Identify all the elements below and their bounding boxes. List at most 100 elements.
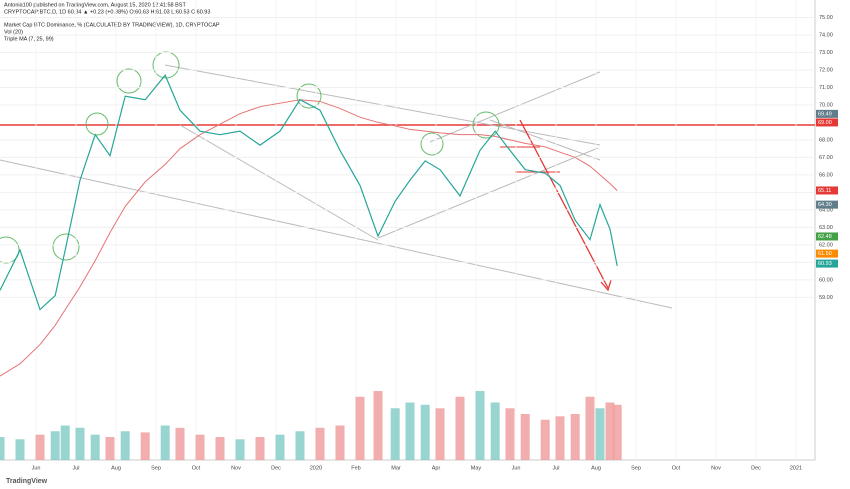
volume-bar: [335, 425, 345, 460]
x-tick-label: Nov: [231, 465, 241, 471]
trendline: [0, 159, 673, 309]
volume-bar: [215, 437, 225, 460]
price-tag: [816, 109, 838, 118]
price-tag-label: 62.48: [818, 234, 832, 240]
y-tick-label: 64.00: [819, 207, 833, 213]
volume-bar: [275, 434, 285, 460]
volume-bar: [105, 437, 115, 460]
volume-bar: [612, 404, 622, 460]
volume-bar: [35, 434, 45, 460]
volume-bar: [235, 439, 245, 460]
volume-bar: [160, 425, 170, 460]
price-tag-label: 69.00: [818, 120, 832, 126]
y-tick-label: 66.00: [819, 172, 833, 178]
price-line: [0, 74, 618, 311]
volume-bar: [355, 396, 365, 460]
x-tick-label: Sep: [151, 465, 161, 471]
x-tick-label: Jul: [552, 465, 559, 471]
x-tick-label: May: [471, 465, 482, 471]
header-line: CRYPTOCAP:BTC.D, 1D 60.84 ▲ +0.23 (+0.38…: [4, 9, 210, 15]
header-line: Vol (20): [4, 29, 23, 35]
volume-bar: [195, 434, 205, 460]
x-tick-label: Jun: [32, 465, 41, 471]
volume-bar: [255, 437, 265, 460]
y-tick-label: 62.00: [819, 242, 833, 248]
volume-bar: [90, 434, 100, 460]
volume-bar: [50, 431, 60, 460]
volume-bar: [520, 414, 530, 460]
price-tag: [816, 118, 838, 127]
volume-bar: [570, 414, 580, 460]
volume-bar: [390, 408, 400, 460]
volume-bar: [435, 408, 445, 460]
trendline: [179, 124, 379, 241]
price-tag: [816, 200, 838, 209]
price-tag: [816, 259, 838, 268]
price-tag-label: 61.50: [818, 251, 832, 257]
y-tick-label: 68.00: [819, 137, 833, 143]
volume-bar: [15, 439, 25, 460]
volume-bar: [405, 402, 415, 460]
volume-bar: [175, 427, 185, 460]
x-tick-label: Jun: [512, 465, 521, 471]
y-tick-label: 71.00: [819, 85, 833, 91]
arrow: [519, 119, 609, 289]
header-line: Triple MA (7, 25, 99): [4, 36, 54, 42]
y-tick-label: 72.00: [819, 67, 833, 73]
y-tick-label: 60.00: [819, 277, 833, 283]
volume-bar: [140, 432, 150, 460]
x-tick-label: 2021: [790, 465, 802, 471]
trendline: [377, 147, 599, 239]
moving-average: [0, 99, 618, 377]
volume-bar: [373, 391, 383, 460]
x-tick-label: Aug: [111, 465, 121, 471]
y-tick-label: 63.00: [819, 225, 833, 231]
volume-bar: [605, 402, 615, 460]
y-tick-label: 74.00: [819, 32, 833, 38]
volume-bar: [455, 396, 465, 460]
price-tag-label: 60.93: [818, 261, 832, 267]
price-tag-label: 64.30: [818, 202, 832, 208]
x-tick-label: Aug: [591, 465, 601, 471]
header-line: Market Cap BTC Dominance, % (CALCULATED …: [4, 22, 220, 28]
volume-bar: [75, 427, 85, 460]
header-line: Antonia100 published on TradingView.com,…: [4, 2, 186, 8]
x-tick-label: 2020: [310, 465, 322, 471]
volume-bar: [60, 425, 70, 460]
volume-bar: [585, 396, 595, 460]
price-tag: [816, 249, 838, 258]
x-tick-label: Jul: [72, 465, 79, 471]
x-tick-label: Apr: [432, 465, 441, 471]
price-tag: [816, 186, 838, 195]
price-tag-label: 65.11: [818, 188, 831, 194]
volume-bar: [540, 419, 550, 460]
x-tick-label: Dec: [751, 465, 761, 471]
volume-bar: [120, 431, 130, 460]
x-tick-label: Mar: [391, 465, 401, 471]
volume-bar: [315, 427, 325, 460]
volume-bar: [505, 408, 515, 460]
y-tick-label: 73.00: [819, 50, 833, 56]
volume-bar: [490, 402, 500, 460]
volume-bar: [595, 408, 605, 460]
y-tick-label: 59.00: [819, 295, 833, 301]
y-tick-label: 70.00: [819, 102, 833, 108]
volume-bar: [555, 416, 565, 460]
drawings: [0, 51, 815, 309]
y-tick-label: 75.00: [819, 15, 833, 21]
price-tag: [816, 232, 838, 241]
arrow-head: [600, 279, 612, 292]
x-tick-label: Oct: [192, 465, 201, 471]
x-tick-label: Sep: [631, 465, 641, 471]
x-tick-label: Dec: [271, 465, 281, 471]
volume-bar: [0, 437, 5, 460]
volume-bar: [295, 431, 305, 460]
x-tick-label: Nov: [711, 465, 721, 471]
trendline: [429, 71, 601, 143]
volume-bar: [420, 404, 430, 460]
price-tag-label: 69.49: [818, 111, 832, 117]
logo: TradingView: [6, 478, 48, 485]
x-tick-label: Feb: [351, 465, 360, 471]
x-tick-label: Oct: [672, 465, 681, 471]
